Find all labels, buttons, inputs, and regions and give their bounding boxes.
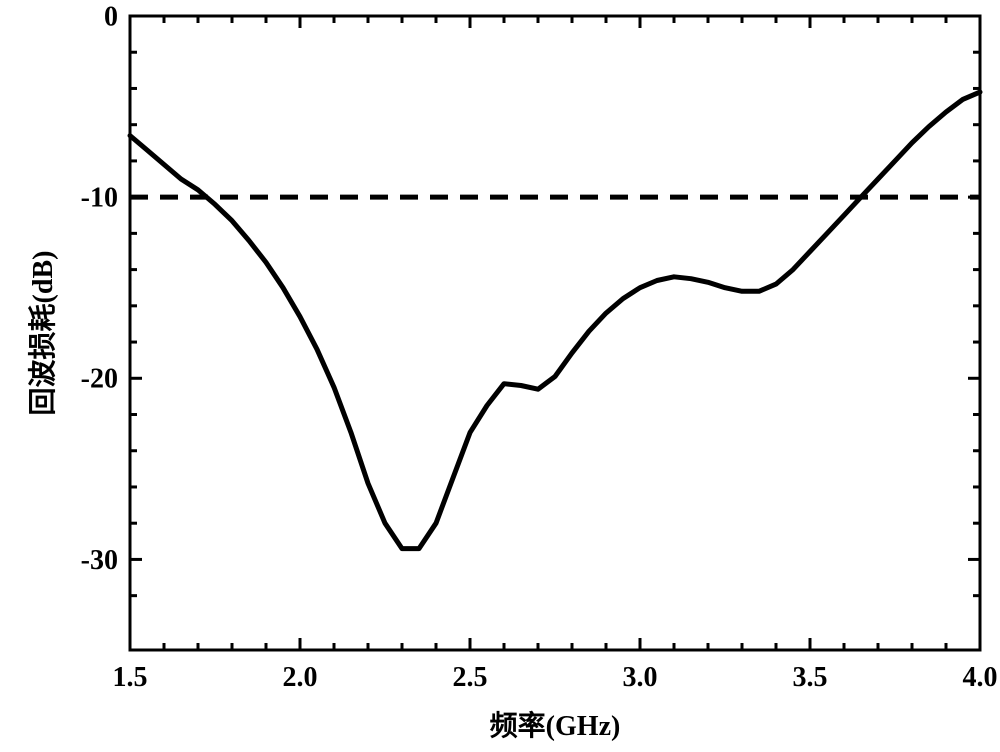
x-tick-label: 4.0 bbox=[963, 662, 998, 693]
chart-container: 1.5 2.0 2.5 3.0 3.5 4.0 -30 -20 -10 0 回波损耗(dB) 频率… bbox=[0, 0, 1000, 752]
y-tick-label: -30 bbox=[81, 545, 118, 576]
x-tick-label: 2.0 bbox=[283, 662, 318, 693]
y-tick-label: 0 bbox=[104, 1, 118, 32]
y-axis-label: 回波损耗(dB) bbox=[21, 251, 61, 416]
y-tick-label: -20 bbox=[81, 364, 118, 395]
chart-svg: 1.5 2.0 2.5 3.0 3.5 4.0 -30 -20 -10 0 bbox=[0, 0, 1000, 752]
x-tick-label: 2.5 bbox=[453, 662, 488, 693]
plot-border bbox=[130, 16, 980, 650]
x-tick-label: 3.5 bbox=[793, 662, 828, 693]
x-tick-label: 1.5 bbox=[113, 662, 148, 693]
x-axis-label: 频率(GHz) bbox=[490, 704, 621, 744]
x-tick-label: 3.0 bbox=[623, 662, 658, 693]
data-series bbox=[130, 92, 980, 548]
y-tick-label: -10 bbox=[81, 182, 118, 213]
